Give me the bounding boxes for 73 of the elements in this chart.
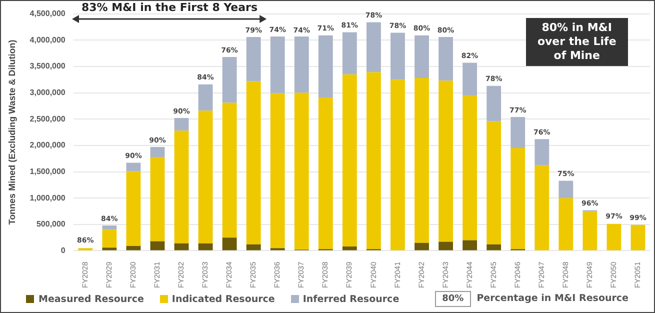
- bar: [414, 242, 429, 250]
- bar: [342, 32, 357, 74]
- bar: [246, 244, 261, 250]
- bar: [294, 92, 309, 250]
- bar: [318, 35, 333, 98]
- y-tick-label: 1,000,000: [30, 193, 66, 202]
- bar: [270, 36, 285, 94]
- bar: [582, 212, 598, 250]
- bar: [462, 62, 478, 96]
- bar: [534, 165, 550, 250]
- bar: [486, 121, 502, 244]
- annotation: 80% in M&I over the Life of Mine: [526, 18, 628, 66]
- bar: [558, 198, 574, 250]
- bar: [102, 248, 117, 250]
- bar: [198, 110, 213, 244]
- y-tick-label: 4,500,000: [30, 9, 66, 18]
- bar: [438, 36, 453, 81]
- bar: [222, 238, 237, 250]
- bar: [390, 80, 405, 250]
- bar: [486, 86, 502, 122]
- y-tick-label: 2,000,000: [30, 140, 66, 150]
- bar: [486, 244, 502, 250]
- y-tick-label: 3,500,000: [30, 62, 66, 71]
- bar: [606, 224, 622, 250]
- text: 83% M&I in the First 8 Years: [81, 0, 258, 14]
- text: 80%: [435, 291, 471, 307]
- text: Percentage in M&I Resource: [476, 293, 628, 304]
- bar: [534, 139, 550, 166]
- bar: [462, 96, 478, 240]
- bar: [366, 22, 381, 72]
- bar: [366, 72, 381, 250]
- bar: [126, 162, 141, 172]
- bar: [342, 74, 357, 247]
- bar: [150, 147, 165, 158]
- legend-label: Inferred Resource: [302, 294, 400, 304]
- bar: [630, 224, 646, 250]
- bar: [390, 32, 405, 80]
- bar: [438, 80, 453, 242]
- bar: [510, 116, 526, 148]
- bar: [198, 243, 213, 250]
- bar: [294, 36, 309, 93]
- y-tick-label: 0: [60, 246, 66, 255]
- bar: [102, 230, 117, 248]
- bar: [102, 225, 117, 230]
- bar: [438, 242, 453, 250]
- bar: [342, 246, 357, 250]
- bar: [462, 240, 478, 250]
- bar: [270, 93, 285, 248]
- bar: [126, 171, 141, 246]
- bar: [558, 180, 574, 198]
- y-tick-label: 3,000,000: [30, 88, 66, 97]
- bar: [174, 118, 189, 131]
- legend-label: Measured Resource: [37, 294, 144, 304]
- bar: [150, 157, 165, 242]
- bar: [222, 102, 237, 238]
- bar: [318, 98, 333, 250]
- bar: [510, 148, 526, 250]
- bar: [174, 130, 189, 244]
- bar: [222, 56, 237, 103]
- y-tick-label: 1,500,000: [30, 166, 66, 176]
- bar: [414, 78, 429, 243]
- bar: [174, 243, 189, 250]
- y-tick-label: 4,000,000: [30, 35, 66, 44]
- bar: [198, 84, 213, 111]
- bar: [246, 81, 261, 244]
- y-axis-title: Tonnes Mined (Excluding Waste & Dilution): [6, 40, 17, 225]
- bar: [246, 36, 261, 82]
- bar: [150, 241, 165, 250]
- y-tick-label: 500,000: [36, 220, 66, 229]
- bar: [414, 35, 429, 78]
- bar: [126, 246, 141, 250]
- y-tick-label: 2,500,000: [30, 114, 66, 124]
- legend-label: Indicated Resource: [170, 294, 275, 304]
